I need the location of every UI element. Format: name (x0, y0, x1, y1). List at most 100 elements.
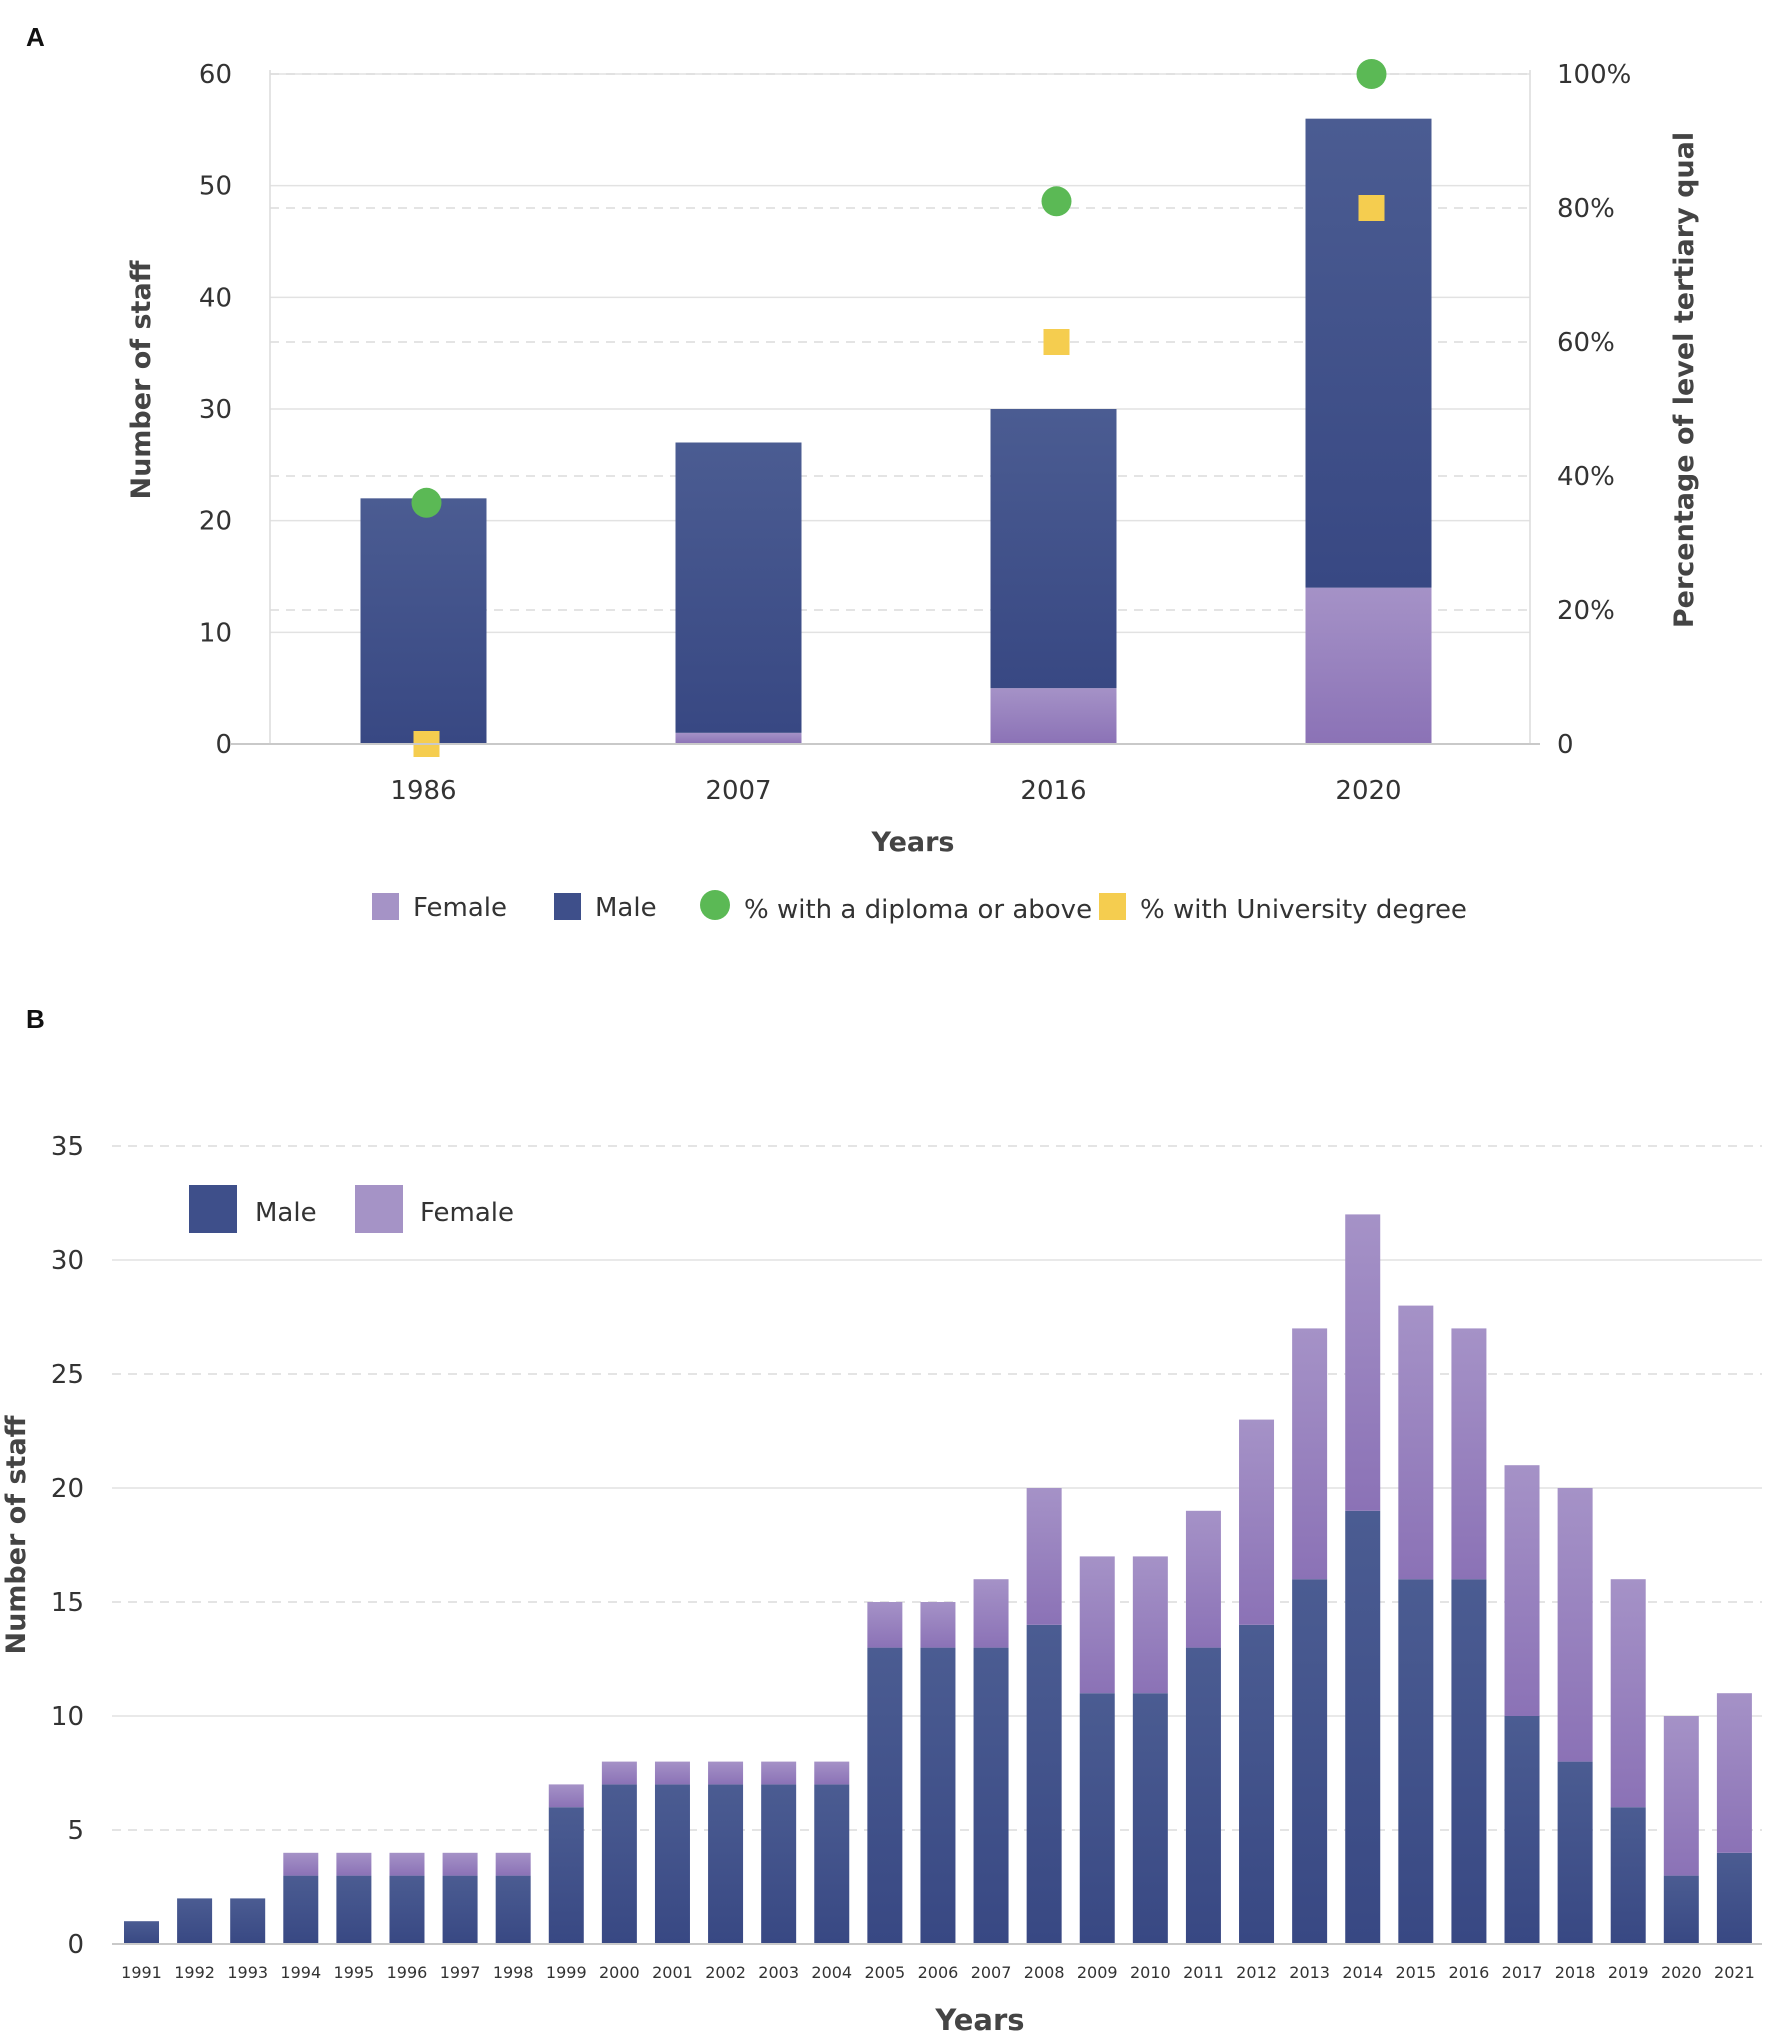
x-tick-label: 1994 (280, 1963, 321, 1982)
x-tick-label: 2020 (1661, 1963, 1702, 1982)
y-tick-label: 0 (215, 730, 232, 760)
bar-male-2012 (1239, 1624, 1275, 1944)
bar-female-2006 (920, 1602, 956, 1648)
marker-degree-2016 (1043, 329, 1070, 355)
bar-female-2001 (654, 1761, 690, 1785)
marker-diploma-1986 (411, 487, 442, 518)
panel-a-axes: 0 10 20 30 40 50 60 0 20% 40% 60% 80% 100% 1986 2007 20… (199, 60, 1631, 806)
y-tick-label: 30 (51, 1246, 84, 1276)
y2-tick-label: 100% (1557, 60, 1631, 90)
legend-degree-label: % with University degree (1140, 895, 1467, 925)
x-tick-label: 2014 (1342, 1963, 1383, 1982)
y-tick-label: 10 (51, 1702, 84, 1732)
bar-female-2002 (708, 1761, 744, 1785)
bar-male-2007 (973, 1647, 1009, 1944)
x-tick-label: 1992 (174, 1963, 215, 1982)
panel-b: B 0 5 10 15 20 25 30 35 1991 1992 1993 1994 1995 1996… (1, 1004, 1762, 2037)
bar-male-2002 (708, 1784, 744, 1944)
bar-male-2014 (1345, 1510, 1381, 1944)
bar-female-2005 (867, 1602, 903, 1648)
panel-a: A 0 10 20 30 40 50 60 0 20% 40% 60% 80% 100% 1986 2007… (26, 22, 1700, 925)
bar-male-1999 (548, 1807, 584, 1944)
bar-male-1995 (336, 1875, 372, 1944)
bar-female-1996 (389, 1852, 425, 1876)
bar-female-1995 (336, 1852, 372, 1876)
y2-tick-label: 0 (1557, 730, 1574, 760)
bar-male-1996 (389, 1875, 425, 1944)
legend-female-swatch (372, 893, 399, 920)
legend-degree-marker (1099, 893, 1126, 920)
panel-a-label: A (26, 22, 45, 52)
legend-diploma-marker (700, 890, 730, 920)
marker-degree-2020 (1358, 195, 1385, 221)
bar-male-2007 (675, 442, 802, 733)
bar-female-2011 (1185, 1510, 1221, 1648)
panel-a-y2-axis-title: Percentage of level tertiary qual (1669, 132, 1700, 628)
bar-male-2020 (1305, 118, 1432, 588)
bar-male-1992 (177, 1898, 213, 1944)
x-tick-label: 2012 (1236, 1963, 1277, 1982)
y-tick-label: 40 (199, 283, 232, 313)
bar-male-2016 (990, 409, 1117, 689)
bar-female-2004 (814, 1761, 850, 1785)
bar-male-2010 (1132, 1693, 1168, 1944)
bar-male-2015 (1398, 1579, 1434, 1944)
x-tick-label: 2004 (811, 1963, 852, 1982)
y-tick-label: 50 (199, 172, 232, 202)
y2-tick-label: 20% (1557, 596, 1615, 626)
x-tick-label: 2005 (864, 1963, 905, 1982)
x-tick-label: 1986 (390, 776, 456, 806)
bar-male-1998 (495, 1875, 531, 1944)
panel-a-markers (411, 59, 1387, 757)
x-tick-label: 1999 (546, 1963, 587, 1982)
bar-male-2018 (1557, 1761, 1593, 1944)
bar-female-1998 (495, 1852, 531, 1876)
x-tick-label: 2011 (1183, 1963, 1224, 1982)
y-tick-label: 10 (199, 618, 232, 648)
bar-male-2017 (1504, 1716, 1540, 1944)
bar-female-2007 (675, 732, 802, 744)
bar-male-2019 (1610, 1807, 1646, 1944)
marker-diploma-2020 (1356, 59, 1387, 89)
y2-tick-label: 60% (1557, 328, 1615, 358)
bar-male-1994 (283, 1875, 319, 1944)
bar-female-2021 (1716, 1693, 1752, 1853)
panel-b-x-axis-title: Years (934, 2003, 1024, 2037)
bar-female-2018 (1557, 1488, 1593, 1762)
bar-female-1994 (283, 1852, 319, 1876)
bar-male-1997 (442, 1875, 478, 1944)
marker-diploma-2016 (1041, 186, 1072, 217)
bar-male-2011 (1185, 1647, 1221, 1944)
x-tick-label: 2016 (1449, 1963, 1490, 1982)
bar-female-2016 (1451, 1328, 1487, 1580)
bar-female-2009 (1079, 1556, 1115, 1694)
bar-female-2013 (1292, 1328, 1328, 1580)
legend-b-female-swatch (355, 1185, 403, 1233)
bar-female-1997 (442, 1852, 478, 1876)
y2-tick-label: 80% (1557, 194, 1615, 224)
bar-female-2003 (761, 1761, 797, 1785)
bar-male-1993 (230, 1898, 266, 1944)
bar-female-1999 (548, 1784, 584, 1808)
bar-male-2000 (601, 1784, 637, 1944)
panel-a-legend: Female Male % with a diploma or above % … (372, 890, 1467, 925)
bar-male-1991 (124, 1921, 159, 1944)
legend-male-swatch (554, 893, 581, 920)
x-tick-label: 2019 (1608, 1963, 1649, 1982)
bar-female-2007 (973, 1579, 1009, 1648)
x-tick-label: 2021 (1714, 1963, 1755, 1982)
panel-a-x-axis-title: Years (871, 827, 955, 858)
bar-male-2013 (1292, 1579, 1328, 1944)
x-tick-label: 2008 (1024, 1963, 1065, 1982)
bar-female-2020 (1305, 587, 1432, 744)
bar-male-2001 (654, 1784, 690, 1944)
x-tick-label: 2007 (705, 776, 771, 806)
legend-b-male-label: Male (255, 1198, 317, 1228)
y-tick-label: 25 (51, 1360, 84, 1390)
bar-female-2016 (990, 688, 1117, 744)
bar-male-2009 (1079, 1693, 1115, 1944)
bar-male-2021 (1716, 1852, 1752, 1944)
bar-female-2019 (1610, 1579, 1646, 1808)
bar-female-2000 (601, 1761, 637, 1785)
